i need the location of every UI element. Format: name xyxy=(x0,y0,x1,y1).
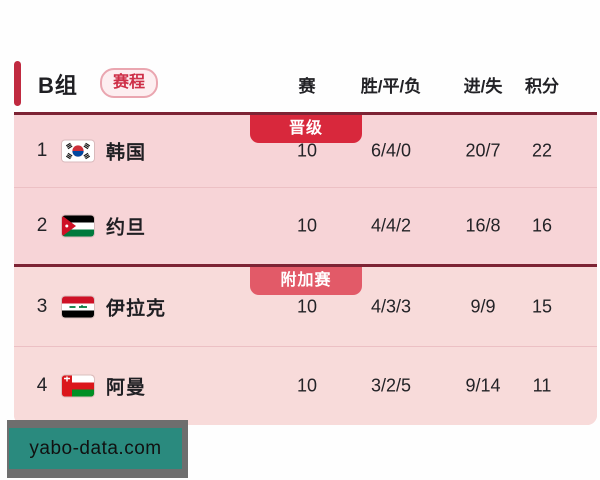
points-cell: 15 xyxy=(531,296,553,316)
column-header-points: 积分 xyxy=(525,77,559,96)
column-header-wdl: 胜/平/负 xyxy=(360,77,422,96)
rank-cell: 3 xyxy=(36,295,48,317)
rank-cell: 1 xyxy=(36,140,48,161)
goals-cell: 9/14 xyxy=(465,375,501,396)
column-header-played: 赛 xyxy=(298,77,316,96)
points-cell: 22 xyxy=(531,140,553,161)
points-cell: 11 xyxy=(532,375,552,396)
table-row[interactable]: 附加赛 3 伊拉克 10 4/3/3 9/9 15 xyxy=(14,267,597,347)
zone-badge: 附加赛 xyxy=(250,267,362,295)
wdl-cell: 4/3/3 xyxy=(370,296,412,316)
wdl-cell: 3/2/5 xyxy=(370,375,412,396)
table-row[interactable]: 2 约旦 10 4/4/2 16/8 16 xyxy=(14,188,597,267)
oman-flag-icon xyxy=(62,375,94,397)
watermark-text: yabo-data.com xyxy=(9,428,182,469)
team-name: 韩国 xyxy=(106,142,147,164)
zone-badge: 晋级 xyxy=(250,115,362,143)
rank-cell: 2 xyxy=(36,215,48,236)
rank-cell: 4 xyxy=(36,375,48,396)
goals-cell: 20/7 xyxy=(465,140,501,161)
table-row[interactable]: 4 阿曼 10 3/2/5 9/14 11 xyxy=(14,347,597,425)
jordan-flag-icon xyxy=(62,215,94,237)
team-name: 阿曼 xyxy=(106,377,147,399)
played-cell: 10 xyxy=(296,375,318,396)
watermark-box: yabo-data.com xyxy=(7,420,188,478)
team-name: 约旦 xyxy=(106,217,147,239)
group-standings-card: B组 赛程 赛 胜/平/负 进/失 积分 晋级 1 韩国 10 6/4/0 20… xyxy=(14,55,597,425)
played-cell: 10 xyxy=(296,140,318,161)
standings-table: 晋级 1 韩国 10 6/4/0 20/7 22 2 约旦 10 4/4/2 1… xyxy=(14,115,597,425)
table-row[interactable]: 晋级 1 韩国 10 6/4/0 20/7 22 xyxy=(14,115,597,188)
played-cell: 10 xyxy=(296,215,318,236)
goals-cell: 16/8 xyxy=(465,215,501,236)
header-divider xyxy=(14,112,597,115)
goals-cell: 9/9 xyxy=(470,296,496,316)
wdl-cell: 4/4/2 xyxy=(370,215,412,236)
iraq-flag-icon xyxy=(62,296,94,317)
column-header-goals: 进/失 xyxy=(463,77,503,96)
standings-header: B组 赛程 赛 胜/平/负 进/失 积分 xyxy=(14,55,597,112)
schedule-badge[interactable]: 赛程 xyxy=(100,68,159,98)
accent-bar xyxy=(14,61,21,106)
wdl-cell: 6/4/0 xyxy=(370,140,412,161)
team-name: 伊拉克 xyxy=(106,298,167,319)
played-cell: 10 xyxy=(296,296,318,316)
south-korea-flag-icon xyxy=(62,140,94,162)
group-title: B组 xyxy=(38,73,78,98)
points-cell: 16 xyxy=(531,215,553,236)
